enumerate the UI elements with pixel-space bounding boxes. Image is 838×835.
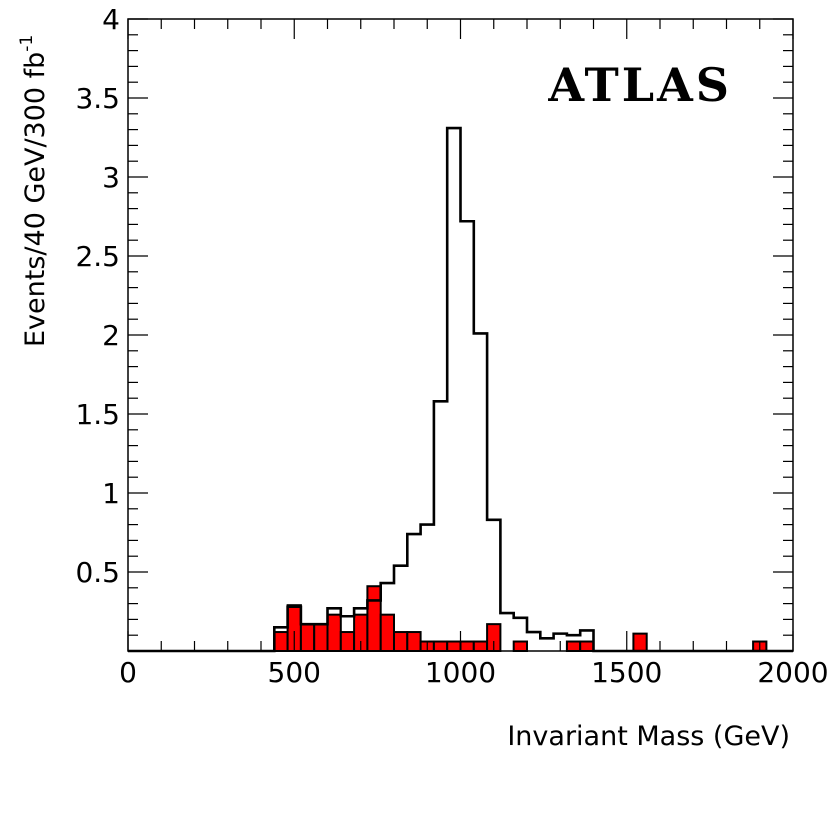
filled-histogram-bin xyxy=(459,640,475,653)
filled-histogram-bin xyxy=(326,613,342,652)
x-tick-label: 1500 xyxy=(591,656,662,689)
y-tick-label: 1 xyxy=(102,477,120,510)
filled-histogram-bin xyxy=(432,640,449,653)
filled-histogram-bin xyxy=(366,585,382,652)
filled-histogram-bin xyxy=(565,640,582,653)
x-tick-label: 0 xyxy=(119,656,137,689)
y-tick-label: 2.5 xyxy=(75,240,120,273)
axis-ticks xyxy=(127,18,794,652)
outline-histogram-layer xyxy=(128,126,793,653)
filled-histogram-bin xyxy=(579,640,595,653)
outline-histogram-line xyxy=(128,126,793,653)
y-axis-title-main: Events/40 GeV/300 fb xyxy=(20,52,51,347)
x-tick-label: 1000 xyxy=(425,656,496,689)
y-tick-label: 4 xyxy=(102,3,120,36)
y-axis-title-superscript: -1 xyxy=(17,35,37,52)
experiment-label: ATLAS xyxy=(547,58,732,112)
y-tick-label: 3 xyxy=(102,161,120,194)
y-axis-title: Events/40 GeV/300 fb-1 xyxy=(17,35,51,347)
filled-histogram-bin xyxy=(339,631,356,652)
x-tick-labels: 0 500 1000 1500 2000 xyxy=(119,656,829,689)
y-tick-label: 0.5 xyxy=(75,556,120,589)
filled-histogram-bin xyxy=(472,640,489,653)
filled-histogram-bin xyxy=(379,613,396,652)
filled-histogram-bin xyxy=(299,623,316,653)
y-tick-label: 1.5 xyxy=(75,398,120,431)
y-tick-label: 2 xyxy=(102,319,120,352)
x-tick-label: 2000 xyxy=(757,656,828,689)
y-tick-labels: 0.5 1 1.5 2 2.5 3 3.5 4 xyxy=(75,3,120,589)
filled-histogram-bin xyxy=(512,640,529,653)
filled-histogram-layer xyxy=(273,585,768,653)
x-tick-label: 500 xyxy=(268,656,321,689)
filled-histogram-bin xyxy=(446,640,462,653)
plot-frame xyxy=(127,18,794,652)
filled-histogram-bin xyxy=(406,631,422,652)
filled-histogram-bin xyxy=(632,632,648,652)
filled-histogram-bin xyxy=(393,631,409,652)
y-tick-label: 3.5 xyxy=(75,82,120,115)
x-axis-title: Invariant Mass (GeV) xyxy=(507,721,790,752)
filled-histogram-bin xyxy=(313,623,329,653)
filled-histogram-bin xyxy=(273,631,289,652)
